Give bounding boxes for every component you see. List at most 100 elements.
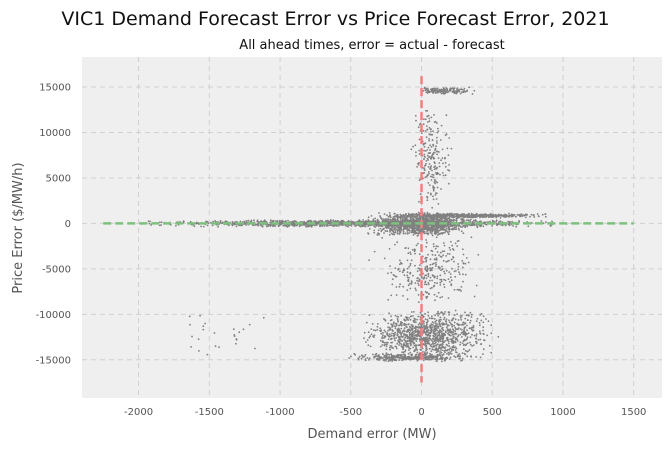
- scatter-point: [444, 359, 446, 362]
- scatter-point: [464, 262, 467, 265]
- scatter-point: [449, 347, 452, 350]
- scatter-point: [424, 281, 427, 284]
- scatter-point: [423, 277, 425, 279]
- scatter-point: [427, 320, 429, 323]
- scatter-point: [440, 311, 443, 313]
- scatter-point: [399, 354, 402, 357]
- scatter-point: [451, 339, 454, 342]
- scatter-point: [452, 331, 454, 333]
- scatter-point: [436, 349, 439, 352]
- scatter-point: [403, 269, 406, 272]
- scatter-point: [363, 355, 366, 358]
- scatter-point: [426, 291, 429, 294]
- scatter-point: [418, 338, 421, 340]
- scatter-point: [434, 233, 437, 236]
- scatter-point: [403, 332, 405, 335]
- scatter-point: [418, 325, 421, 328]
- scatter-point: [461, 213, 463, 215]
- scatter-point: [448, 230, 451, 233]
- scatter-point: [425, 260, 427, 263]
- scatter-point: [431, 355, 434, 358]
- scatter-point: [456, 313, 458, 316]
- scatter-point: [437, 231, 439, 234]
- scatter-point: [446, 330, 449, 332]
- scatter-point: [408, 317, 410, 319]
- scatter-point: [392, 216, 395, 219]
- scatter-point: [403, 344, 406, 347]
- scatter-point: [394, 345, 397, 348]
- scatter-point: [367, 331, 370, 334]
- scatter-point: [450, 284, 453, 287]
- scatter-point: [385, 354, 388, 357]
- scatter-point: [414, 264, 416, 267]
- scatter-point: [358, 220, 361, 223]
- scatter-point: [400, 214, 403, 217]
- scatter-point: [328, 222, 331, 225]
- scatter-point: [460, 290, 462, 292]
- scatter-point: [257, 224, 259, 227]
- scatter-point: [480, 343, 483, 345]
- scatter-point: [445, 228, 447, 231]
- scatter-point: [428, 317, 431, 319]
- scatter-point: [434, 225, 437, 228]
- scatter-point: [458, 271, 460, 274]
- scatter-point: [414, 356, 417, 359]
- scatter-point: [414, 231, 416, 234]
- scatter-point: [386, 332, 389, 335]
- scatter-point: [459, 343, 461, 346]
- scatter-point: [306, 225, 308, 228]
- scatter-point: [446, 219, 448, 222]
- scatter-point: [424, 332, 427, 334]
- scatter-point: [425, 239, 428, 241]
- scatter-point: [418, 213, 420, 216]
- scatter-point: [412, 315, 414, 317]
- scatter-point: [452, 335, 455, 338]
- scatter-point: [400, 327, 403, 330]
- scatter-point: [434, 247, 437, 250]
- scatter-point: [436, 87, 439, 90]
- scatter-point: [423, 329, 425, 332]
- scatter-point: [417, 226, 420, 229]
- scatter-point: [420, 326, 422, 329]
- scatter-point: [394, 331, 396, 334]
- scatter-point: [447, 278, 450, 280]
- scatter-point: [425, 330, 428, 332]
- scatter-point: [428, 225, 430, 227]
- scatter-point: [446, 328, 449, 331]
- scatter-point: [502, 214, 505, 217]
- scatter-point: [391, 283, 394, 286]
- scatter-point: [432, 317, 434, 320]
- scatter-point: [448, 246, 451, 249]
- scatter-point: [407, 252, 410, 255]
- scatter-point: [413, 250, 416, 253]
- scatter-point: [393, 335, 395, 338]
- scatter-point: [430, 249, 433, 252]
- scatter-point: [442, 345, 444, 348]
- scatter-point: [398, 324, 401, 327]
- scatter-point: [403, 330, 406, 332]
- scatter-point: [430, 354, 433, 356]
- scatter-point: [365, 321, 368, 324]
- scatter-point: [451, 87, 454, 90]
- scatter-point: [438, 338, 441, 341]
- scatter-point: [373, 231, 376, 234]
- scatter-point: [398, 331, 401, 334]
- scatter-point: [379, 339, 382, 342]
- scatter-point: [444, 311, 446, 313]
- scatter-point: [408, 331, 411, 334]
- scatter-point: [406, 267, 409, 270]
- scatter-point: [466, 214, 469, 217]
- scatter-point: [424, 318, 427, 320]
- scatter-point: [416, 318, 418, 321]
- scatter-point: [443, 228, 446, 231]
- scatter-point: [491, 225, 493, 227]
- scatter-point: [529, 215, 531, 218]
- scatter-point: [454, 228, 457, 231]
- scatter-point: [409, 225, 411, 228]
- scatter-point: [455, 351, 458, 354]
- scatter-point: [465, 257, 468, 259]
- scatter-point: [387, 222, 390, 225]
- scatter-point: [530, 222, 533, 224]
- scatter-point: [515, 225, 518, 228]
- scatter-point: [475, 337, 478, 339]
